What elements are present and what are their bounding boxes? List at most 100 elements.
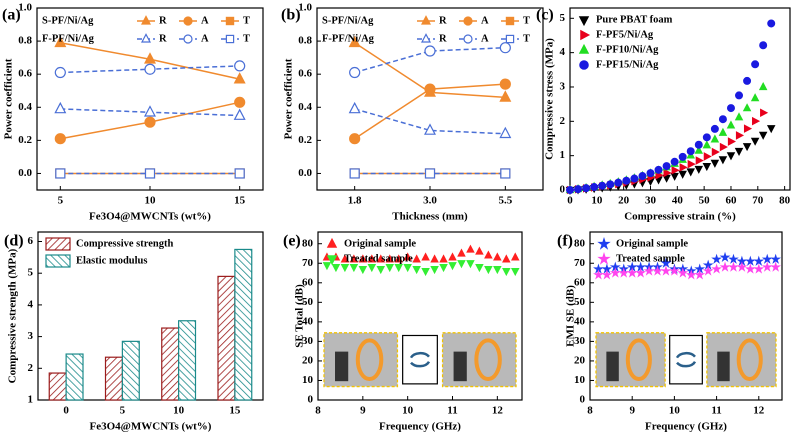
marker <box>654 165 663 174</box>
x-tick-label: 5 <box>58 195 64 207</box>
marker <box>499 42 511 54</box>
y-tick-label: 60 <box>574 276 586 288</box>
marker <box>735 91 744 100</box>
y-axis-label: Power coefficient <box>283 58 295 139</box>
marker <box>340 264 350 273</box>
x-tick-label: 0 <box>63 405 69 417</box>
x-tick-label: 5.5 <box>498 195 512 207</box>
panel-label: (a) <box>2 7 21 24</box>
marker <box>761 261 773 272</box>
marker <box>711 147 720 157</box>
marker <box>349 66 361 79</box>
x-tick-label: 15 <box>229 405 241 417</box>
marker <box>234 60 246 72</box>
marker <box>718 115 727 124</box>
y-tick-label: 0.8 <box>18 35 32 47</box>
panel-label: (b) <box>281 7 301 24</box>
marker <box>770 253 782 264</box>
marker <box>614 178 623 187</box>
x-tick-label: 12 <box>753 405 765 417</box>
marker <box>760 108 769 118</box>
y-tick-label: 0 <box>580 394 586 406</box>
y-axis-label: SE Total (dB) <box>294 284 306 348</box>
marker <box>626 267 638 278</box>
marker <box>499 90 512 102</box>
legend-label: T <box>523 15 530 26</box>
marker <box>358 266 368 275</box>
plot-frame <box>37 231 264 401</box>
marker <box>511 267 520 277</box>
marker <box>752 116 761 126</box>
marker <box>349 168 360 179</box>
legend-label: F-PF5/Ni/Ag <box>596 29 654 40</box>
marker <box>499 126 512 139</box>
legend-marker <box>421 15 431 25</box>
x-tick-label: 3.0 <box>423 195 437 207</box>
marker <box>348 101 361 114</box>
marker <box>500 168 511 179</box>
marker <box>606 180 615 189</box>
x-axis-label: Compressive strain (%) <box>624 211 736 223</box>
y-tick-label: 70 <box>574 257 586 269</box>
marker <box>750 137 760 146</box>
marker <box>144 116 156 128</box>
x-tick-label: 10 <box>591 195 603 207</box>
y-tick-label: 20 <box>574 354 586 366</box>
marker <box>660 257 672 268</box>
legend-label: T <box>523 33 530 44</box>
marker <box>439 254 448 263</box>
y-tick-label: 0.6 <box>18 68 32 80</box>
plot-frame <box>317 231 523 401</box>
legend-label: R <box>159 33 167 44</box>
marker <box>743 76 752 85</box>
legend-label: R <box>439 15 447 26</box>
marker <box>340 254 350 263</box>
marker <box>744 255 756 266</box>
series-line <box>354 108 506 135</box>
y-tick-label: 30 <box>574 335 586 347</box>
legend-marker <box>505 16 515 26</box>
marker <box>662 162 671 171</box>
marker <box>349 264 359 273</box>
marker <box>663 168 672 178</box>
legend-marker <box>597 251 611 265</box>
panel-label: (f) <box>557 233 573 250</box>
legend-marker <box>463 16 473 26</box>
legend-label: Pure PBAT foam <box>596 14 673 25</box>
y-tick-label: 2 <box>560 115 566 127</box>
marker <box>622 176 631 185</box>
marker <box>582 184 591 193</box>
marker <box>484 250 493 259</box>
marker <box>358 254 368 263</box>
x-tick-label: 9 <box>360 405 366 417</box>
legend-label: Elastic modulus <box>76 255 147 266</box>
y-axis-label: Power coefficient <box>3 58 15 139</box>
marker <box>767 19 776 28</box>
legend-marker <box>183 34 193 44</box>
marker <box>702 140 712 149</box>
legend-label: F-PF10/Ni/Ag <box>596 44 659 55</box>
marker <box>678 170 687 179</box>
marker <box>694 140 703 149</box>
x-tick-label: 10 <box>173 405 185 417</box>
y-tick-label: 6 <box>28 235 34 247</box>
x-tick-label: 11 <box>711 405 721 417</box>
y-tick-label: 30 <box>302 335 314 347</box>
inset-ring <box>736 338 763 382</box>
marker <box>710 159 720 168</box>
y-tick-label: 60 <box>302 276 314 288</box>
marker <box>493 252 502 261</box>
marker <box>670 157 679 166</box>
plot-frame <box>569 7 791 191</box>
marker <box>710 134 720 143</box>
legend-label: A <box>201 33 209 44</box>
marker <box>502 254 511 263</box>
x-tick-label: 0 <box>567 195 573 207</box>
y-tick-label: 0.2 <box>18 134 32 146</box>
marker <box>412 266 421 275</box>
marker <box>424 45 436 57</box>
marker <box>711 263 722 274</box>
legend-group-label: F-PF/Ni/Ag <box>42 33 95 44</box>
marker <box>367 264 377 273</box>
x-tick-label: 50 <box>699 195 711 207</box>
